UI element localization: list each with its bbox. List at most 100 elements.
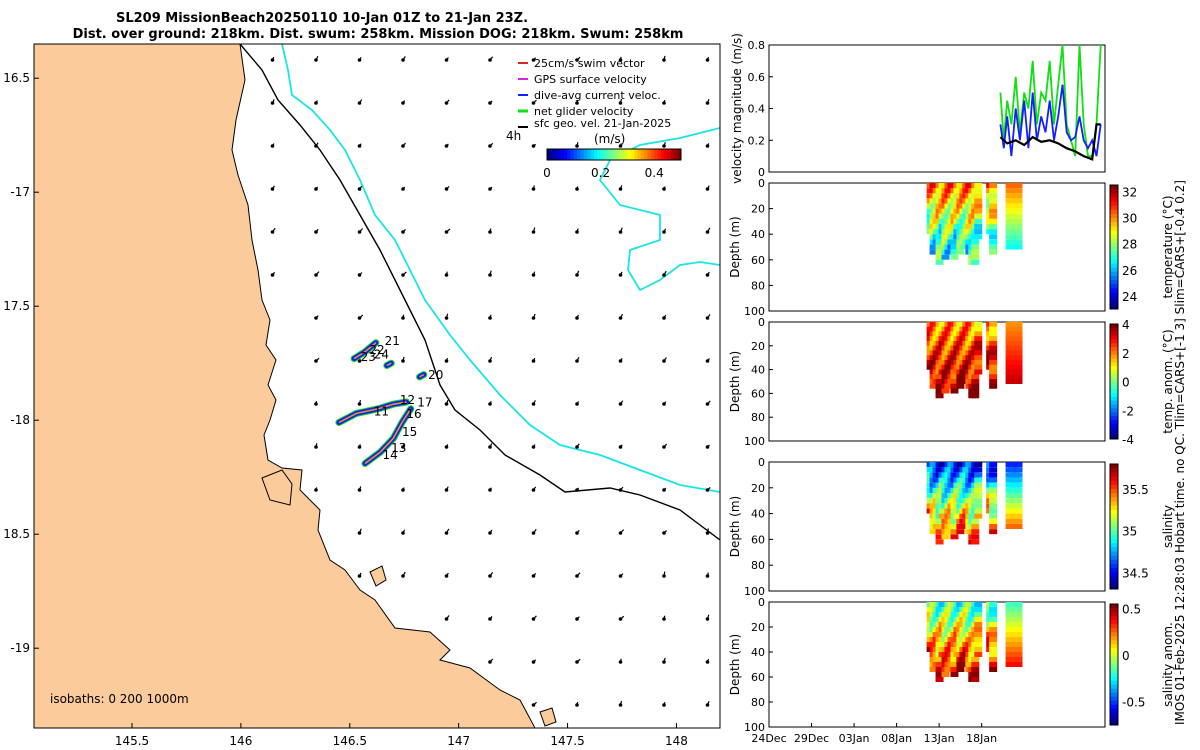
salinity_anom-cell [950,662,959,667]
velocity-arrow-head [444,316,449,320]
temperature-cell [989,213,998,219]
colorbar-cell [580,149,585,160]
temperature-cell [1014,203,1023,209]
day-label-17: 17 [417,396,432,410]
temp_anom-cell [989,369,998,375]
salinity-cell [989,513,998,519]
temperature-cell [1014,224,1023,230]
temperature-colorbar-cell [1110,238,1118,244]
velocity-arrow-head [705,273,710,277]
velocity-arrow-head [357,187,362,191]
salinity_anom-y-tick-label: 100 [744,721,765,734]
temperature-colorbar-cell [1110,255,1118,260]
velocity-arrow-head [314,488,318,492]
salinity-colorbar-cell [1110,580,1118,586]
temp_anom-colorbar-cell [1110,427,1118,432]
colorbar-cell [563,149,568,160]
salinity-colorbar-cell [1110,464,1118,469]
temp_anom-cell [935,388,944,394]
temperature-cell [989,244,998,250]
temp_anom-cell [929,383,938,389]
salinity-colorbar-cell [1110,543,1118,548]
temperature-cell [989,203,998,209]
temp_anom-y-tick-label: 40 [751,364,765,377]
salinity-cell [950,518,959,524]
velocity-arrow-head [662,101,666,105]
salinity-colorbar-cell [1110,564,1118,569]
track-surface [364,408,412,465]
velocity-arrow-head [575,187,579,191]
temperature-colorbar-cell [1110,292,1118,298]
velocity-arrow-head [618,101,623,105]
velocity-series-1 [999,84,1102,157]
temp_anom-cell [971,374,980,380]
salinity_anom-cell [929,667,938,672]
temp_anom-cell [1014,369,1023,375]
velocity-arrow-head [662,58,666,62]
temp_anom-cell [971,379,980,384]
temp_anom-cell [950,383,959,389]
legend-gps: GPS surface velocity [534,73,647,86]
temperature-cell [971,239,980,245]
salinity_anom-colorbar-cell [1110,680,1118,686]
velocity-panel: 0 0.2 0.4 0.6 0.8 velocity magnitude (m/s) [730,33,1106,184]
temp_anom-cell [935,379,944,384]
temp_anom-cell [971,388,980,394]
temperature-colorbar-label: temperature (°C) [1161,196,1175,299]
salinity-cell [1014,524,1023,529]
velocity-arrow-head [618,187,623,191]
temperature-cell [1014,198,1023,204]
temp_anom-cell [956,383,965,389]
velocity-arrow-head [357,101,362,105]
velocity-arrow-head [618,488,623,492]
salinity-cell [959,524,968,529]
time-tick-label: 08Jan [881,732,912,745]
salinity-cell [941,534,950,540]
side-note: IMOS 01-Feb-2025 12:28:03 Hobart time. n… [1173,180,1187,725]
temp_anom-colorbar-cell [1110,343,1118,348]
salinity-cell [989,518,998,524]
salinity-cell [1014,503,1023,509]
temp_anom-colorbar-frame [1109,323,1119,440]
profile-panel-temp_anom: 0 20 40 60 80 100 Depth (m) -4 -2 0 2 4 temp. anom. … [728,316,1175,448]
temp_anom-cell [989,340,998,346]
day-label-24: 24 [374,348,389,362]
velocity-arrow-head [575,230,579,234]
salinity-colorbar-cell [1110,568,1118,573]
salinity-cell [956,529,965,535]
velocity-arrow-head [662,660,666,664]
salinity-cell [974,467,983,473]
temp_anom-colorbar-cell [1110,350,1118,356]
salinity_anom-cell [956,667,965,672]
temp_anom-cell [1014,321,1023,327]
salinity_anom-cell [989,667,998,672]
salinity_anom-cell [974,612,983,617]
salinity_anom-cell [935,667,944,672]
velocity-arrow-head [314,359,318,363]
temperature-cell [989,249,998,255]
salinity-cell [974,498,983,504]
velocity-arrow-head [444,144,449,148]
time-tick-label: 24Dec [751,732,786,745]
salinity-cell [1014,477,1023,483]
temp_anom-colorbar-cell [1110,389,1118,394]
velocity-arrow-head [488,660,492,664]
temp_anom-cell [974,364,983,370]
temperature-y-tick-label: 40 [751,228,765,241]
salinity-cell [989,487,998,493]
temperature-cell [935,259,944,265]
salinity_anom-cell [989,652,998,657]
map-x-tick-label: 146 [229,734,252,748]
legend-sfc-geo: sfc geo. vel. 21-Jan-2025 [534,117,671,130]
velocity-arrow-head [444,445,449,449]
salinity-colorbar-tick: 34.5 [1122,566,1149,580]
colorbar-cell [664,149,669,160]
salinity-y-tick-label: 100 [744,585,765,598]
temperature-cell [959,244,968,250]
velocity-arrow-head [357,359,362,363]
velocity-arrow-head [705,488,710,492]
salinity_anom-cell [974,637,983,642]
colorbar-cell [557,149,561,160]
legend-dive-avg: dive-avg current veloc. [534,89,661,102]
